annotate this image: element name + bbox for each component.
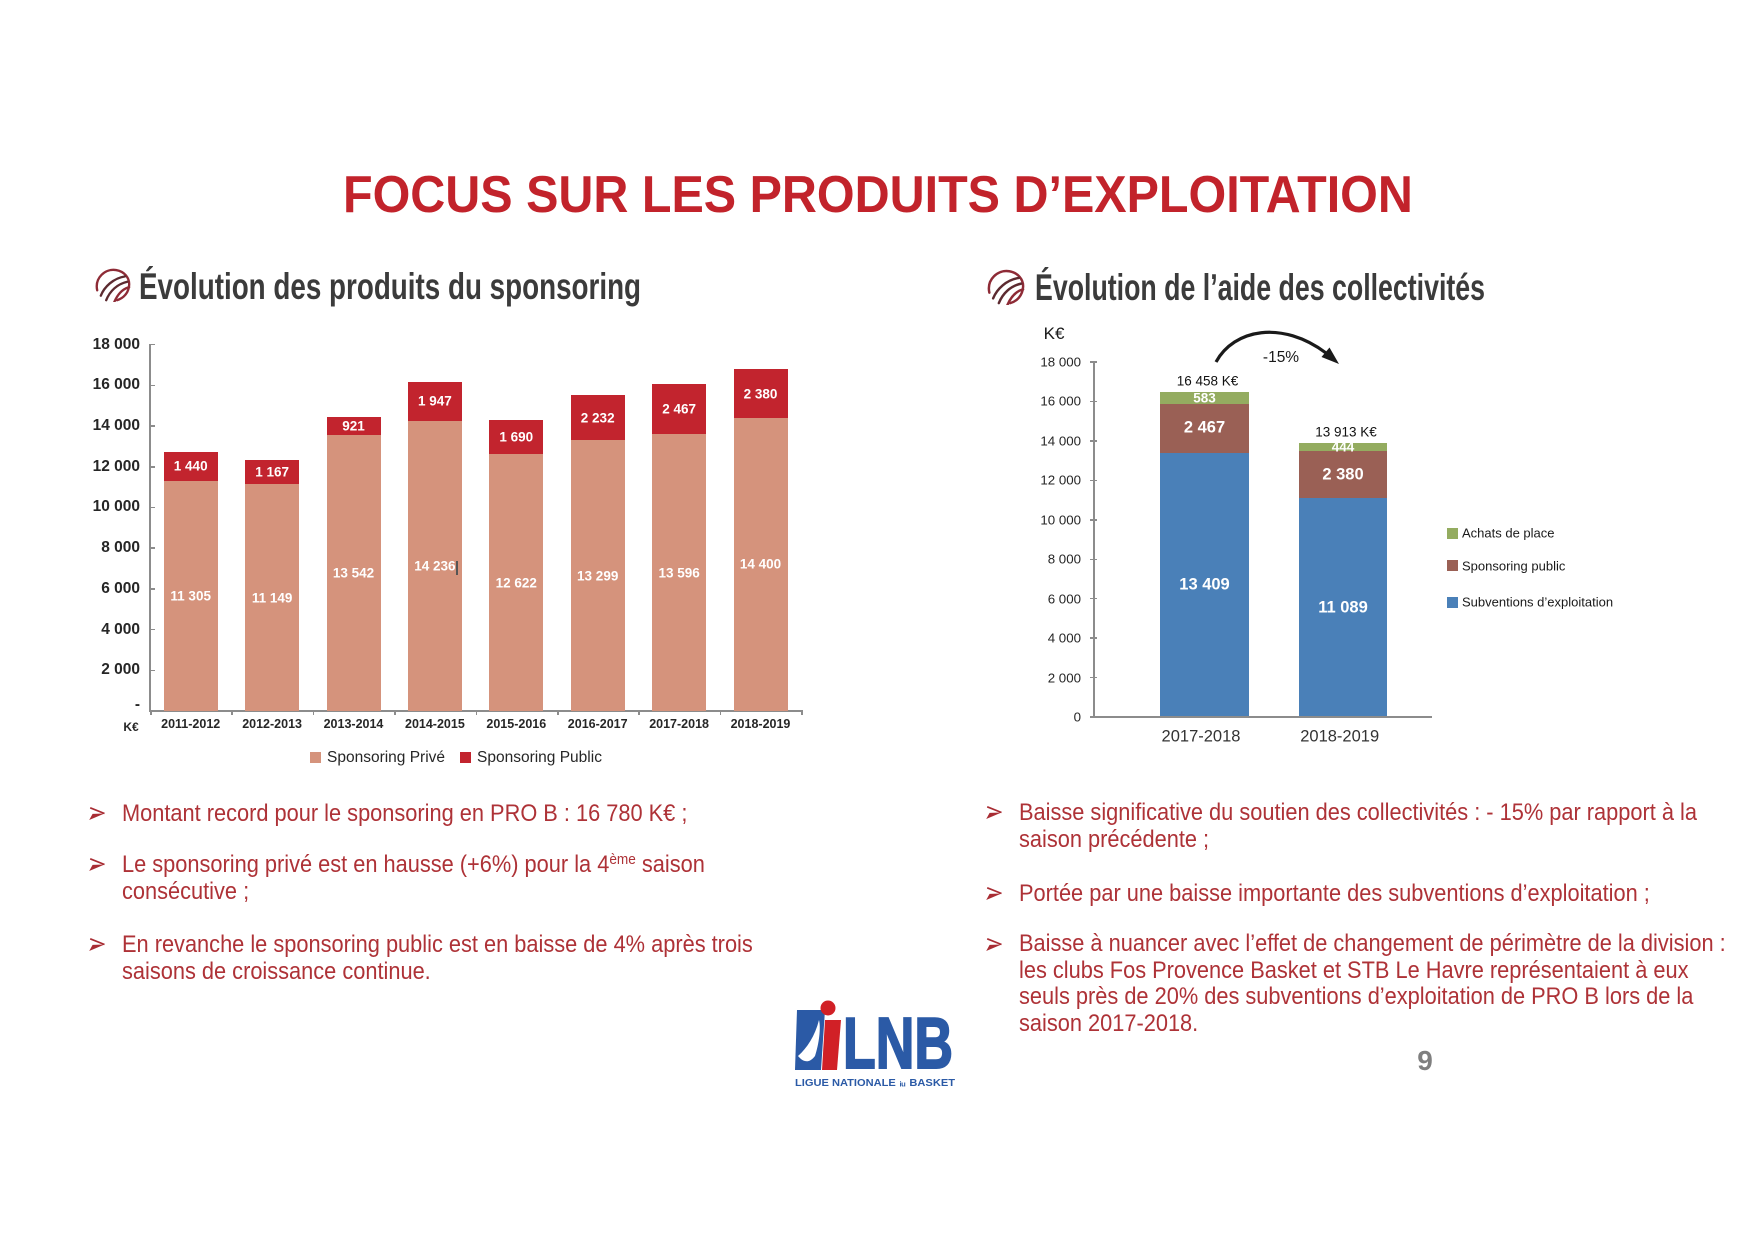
svg-text:LNB: LNB (843, 1004, 953, 1084)
svg-text:LIGUE NATIONALE ᵢᵤ BASKET: LIGUE NATIONALE ᵢᵤ BASKET (795, 1077, 956, 1089)
